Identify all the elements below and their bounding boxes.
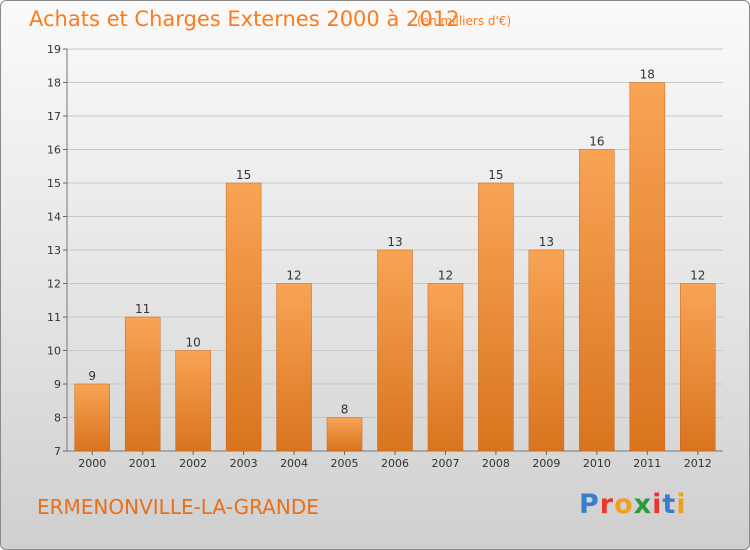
bar-2005: [326, 417, 363, 452]
bar-2009: [528, 249, 565, 452]
data-label-2002: 10: [186, 336, 201, 350]
y-tick-label: 7: [54, 445, 61, 458]
data-label-2009: 13: [539, 235, 554, 249]
y-tick-label: 8: [54, 412, 61, 425]
data-label-2006: 13: [387, 235, 402, 249]
y-tick-label: 19: [47, 43, 61, 56]
bar-2002: [175, 350, 211, 452]
x-tick-label: 2007: [431, 457, 459, 470]
y-tick-label: 9: [54, 378, 61, 391]
x-tick-label: 2006: [381, 457, 409, 470]
bar-2011: [629, 82, 666, 452]
bar-2008: [478, 182, 514, 452]
x-tick-label: 2003: [230, 457, 258, 470]
commune-name: ERMENONVILLE-LA-GRANDE: [37, 495, 319, 519]
y-tick-label: 17: [47, 110, 61, 123]
y-tick-label: 13: [47, 244, 61, 257]
bars: [74, 82, 716, 452]
y-tick-label: 16: [47, 144, 61, 157]
data-label-2004: 12: [286, 269, 301, 283]
data-label-2003: 15: [236, 168, 251, 182]
y-tick-label: 14: [47, 211, 61, 224]
logo-letter: i: [652, 489, 663, 520]
data-label-2008: 15: [488, 168, 503, 182]
axes: 7 8 9 10 11 12 13 14 15 16 17 18 19 2000 2001 2002 2003 2…: [47, 43, 723, 470]
x-tick-label: 2002: [179, 457, 207, 470]
y-tick-label: 10: [47, 345, 61, 358]
bar-2003: [225, 182, 262, 452]
data-label-2010: 16: [589, 135, 604, 149]
x-tick-label: 2001: [129, 457, 157, 470]
x-tick-label: 2008: [482, 457, 510, 470]
data-label-2001: 11: [135, 302, 150, 316]
logo-letter: P: [579, 489, 600, 520]
bar-2012: [680, 283, 716, 452]
y-tick-label: 15: [47, 177, 61, 190]
y-tick-label: 12: [47, 278, 61, 291]
data-label-2005: 8: [341, 403, 349, 417]
data-labels: 9 11 10 15 12 8 13 12 15 13 16 18 12: [88, 68, 705, 417]
bar-2000: [74, 383, 110, 452]
data-label-2000: 9: [88, 369, 96, 383]
y-tick-label: 11: [47, 311, 61, 324]
data-label-2007: 12: [438, 269, 453, 283]
chart-unit-note: (en milliers d'€): [417, 14, 512, 28]
logo-letter: i: [676, 489, 687, 520]
x-tick-label: 2011: [633, 457, 661, 470]
x-tick-label: 2010: [583, 457, 611, 470]
proxiti-logo: Proxiti: [579, 489, 687, 520]
logo-letter: r: [599, 489, 615, 520]
bar-2007: [427, 283, 464, 452]
data-label-2012: 12: [690, 269, 705, 283]
x-tick-label: 2009: [532, 457, 560, 470]
chart-title: Achats et Charges Externes 2000 à 2012: [29, 7, 460, 31]
bar-2004: [276, 283, 312, 452]
y-tick-label: 18: [47, 77, 61, 90]
logo-letter: x: [633, 489, 653, 520]
bar-2006: [377, 249, 413, 452]
x-tick-label: 2005: [331, 457, 359, 470]
x-tick-label: 2004: [280, 457, 308, 470]
bar-2010: [579, 149, 615, 452]
x-tick-label: 2012: [684, 457, 712, 470]
bar-2001: [124, 316, 161, 452]
logo-letter: t: [662, 489, 677, 520]
x-tick-label: 2000: [78, 457, 106, 470]
data-label-2011: 18: [640, 68, 655, 82]
logo-letter: o: [614, 489, 634, 520]
